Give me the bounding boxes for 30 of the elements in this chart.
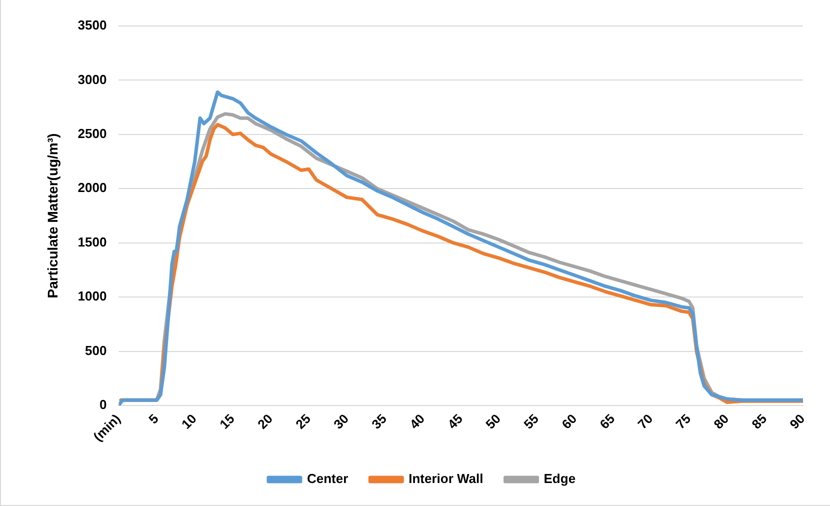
- x-tick-label: 20: [254, 411, 276, 432]
- y-axis-title: Particulate Matter(ug/m³): [44, 133, 60, 298]
- x-tick-label: 90: [786, 411, 808, 432]
- legend-label: Center: [306, 471, 348, 486]
- x-tick-label: 80: [710, 411, 732, 432]
- x-tick-label: 10: [178, 411, 200, 432]
- legend-label: Edge: [544, 471, 576, 486]
- x-tick-label: 85: [748, 411, 770, 432]
- x-tick-label: 45: [444, 411, 466, 432]
- y-tick-label: 2500: [78, 126, 107, 142]
- y-tick-label: 1000: [78, 288, 107, 304]
- y-tick-label: 0: [99, 397, 107, 412]
- x-tick-label: 35: [368, 411, 390, 432]
- legend-label: Interior Wall: [408, 471, 484, 486]
- x-tick-label: 25: [292, 411, 314, 432]
- x-tick-label: 70: [634, 411, 656, 432]
- y-tick-label: 1500: [78, 234, 107, 250]
- x-tick-label: 60: [558, 411, 580, 432]
- x-tick-label: 15: [216, 411, 238, 432]
- x-tick-label: 55: [520, 411, 542, 432]
- y-tick-label: 500: [85, 342, 107, 358]
- y-tick-label: 3500: [78, 18, 107, 33]
- x-tick-label: 5: [146, 411, 162, 427]
- x-tick-label: 50: [482, 411, 504, 432]
- y-tick-label: 3000: [78, 72, 107, 87]
- x-tick-label: 65: [596, 411, 618, 432]
- x-tick-label: 40: [406, 411, 428, 432]
- x-tick-label: 30: [330, 411, 352, 432]
- x-tick-label: 75: [672, 411, 694, 432]
- y-tick-label: 2000: [78, 180, 107, 196]
